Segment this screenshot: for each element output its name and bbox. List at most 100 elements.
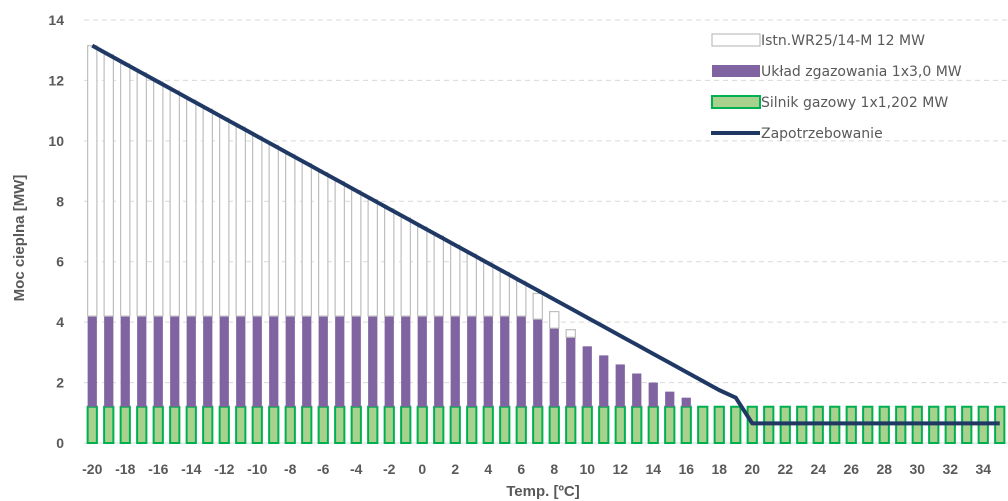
bar-segment-1 xyxy=(632,373,642,407)
bar-segment-0 xyxy=(367,405,379,444)
bar-segment-1 xyxy=(533,319,543,407)
bar-segment-1 xyxy=(186,316,196,407)
bar-segment-0 xyxy=(614,405,626,444)
bar-segment-0 xyxy=(581,405,593,444)
bar-segment-1 xyxy=(549,328,559,407)
bar-segment-2 xyxy=(516,280,527,317)
bar-segment-2 xyxy=(268,144,279,317)
x-tick-label: 2 xyxy=(451,461,459,477)
bar-segment-1 xyxy=(615,364,625,407)
x-tick-label: 22 xyxy=(777,461,793,477)
bar-segment-1 xyxy=(483,316,493,407)
bar-segment-2 xyxy=(153,81,164,317)
bar-segment-1 xyxy=(681,397,691,407)
bar-segment-1 xyxy=(219,316,229,407)
bar-segment-1 xyxy=(203,316,213,407)
bar-segment-2 xyxy=(136,72,147,317)
bar-segment-0 xyxy=(119,405,131,444)
bar-segment-2 xyxy=(235,126,246,317)
y-tick-label: 12 xyxy=(48,72,64,88)
bar-segment-0 xyxy=(251,405,263,444)
x-tick-label: 32 xyxy=(942,461,958,477)
bar-segment-0 xyxy=(218,405,230,444)
legend-item: Zapotrzebowanie xyxy=(711,126,883,142)
bar-segment-2 xyxy=(549,310,560,329)
bar-segment-0 xyxy=(400,405,412,444)
x-axis-title: Temp. [ºC] xyxy=(506,483,580,500)
bar-segment-0 xyxy=(565,405,577,444)
y-axis-title: Moc cieplna [MW] xyxy=(11,175,28,302)
x-tick-label: -12 xyxy=(214,461,234,477)
bar-segment-1 xyxy=(104,316,114,407)
bar-segment-2 xyxy=(532,292,543,320)
bar-segment-1 xyxy=(137,316,147,407)
x-tick-label: 0 xyxy=(418,461,426,477)
x-tick-label: 18 xyxy=(711,461,727,477)
bar-segment-2 xyxy=(466,253,477,317)
y-tick-label: 6 xyxy=(56,254,64,270)
x-tick-label: -14 xyxy=(181,461,201,477)
bar-segment-2 xyxy=(87,45,98,317)
bar-segment-0 xyxy=(466,405,478,444)
bar-segment-1 xyxy=(368,316,378,407)
bar-segment-2 xyxy=(483,262,494,317)
bar-segment-0 xyxy=(433,405,445,444)
bar-segment-0 xyxy=(202,405,214,444)
bar-segment-2 xyxy=(334,181,345,317)
bar-segment-0 xyxy=(631,405,643,444)
x-tick-label: -16 xyxy=(148,461,168,477)
bar-segment-1 xyxy=(335,316,345,407)
x-tick-label: 14 xyxy=(645,461,661,477)
bar-segment-1 xyxy=(500,316,510,407)
bar-segment-1 xyxy=(252,316,262,407)
x-tick-label: 12 xyxy=(612,461,628,477)
bar-segment-0 xyxy=(697,405,709,444)
y-tick-label: 4 xyxy=(56,314,64,330)
legend-label: Układ zgazowania 1x3,0 MW xyxy=(761,64,962,80)
bar-segment-0 xyxy=(334,405,346,444)
legend-item: Istn.WR25/14-M 12 MW xyxy=(711,33,925,49)
x-tick-label: -10 xyxy=(247,461,267,477)
bar-segment-2 xyxy=(565,329,576,338)
demand-line xyxy=(91,43,1000,426)
bar-segment-1 xyxy=(450,316,460,407)
legend-label: Silnik gazowy 1x1,202 MW xyxy=(761,95,948,111)
bar-segment-0 xyxy=(86,405,98,444)
bar-segment-2 xyxy=(351,190,362,317)
bar-segment-0 xyxy=(235,405,247,444)
bar-segment-1 xyxy=(318,316,328,407)
bar-segment-0 xyxy=(185,405,197,444)
x-tick-label: -4 xyxy=(350,461,363,477)
x-tick-label: -2 xyxy=(383,461,396,477)
legend-label: Istn.WR25/14-M 12 MW xyxy=(761,33,925,49)
x-tick-label: 26 xyxy=(843,461,859,477)
bar-segment-1 xyxy=(384,316,394,407)
y-tick-label: 14 xyxy=(48,12,64,28)
bar-segment-2 xyxy=(301,162,312,317)
bar-segment-1 xyxy=(665,391,675,407)
bar-segment-1 xyxy=(401,316,411,407)
bar-segment-1 xyxy=(566,337,576,407)
x-tick-label: -6 xyxy=(317,461,330,477)
bar-segment-2 xyxy=(433,235,444,317)
bar-segment-1 xyxy=(302,316,312,407)
x-tick-label: 28 xyxy=(876,461,892,477)
x-tick-label: -20 xyxy=(82,461,102,477)
x-tick-label: 4 xyxy=(484,461,492,477)
x-tick-label: 30 xyxy=(909,461,925,477)
bar-segment-2 xyxy=(417,226,428,317)
bar-segment-2 xyxy=(285,153,296,317)
legend-swatch xyxy=(711,95,761,109)
x-tick-label: 24 xyxy=(810,461,826,477)
x-tick-label: -18 xyxy=(115,461,135,477)
bar-segment-1 xyxy=(153,316,163,407)
bar-segment-2 xyxy=(318,171,329,317)
y-tick-label: 0 xyxy=(56,435,64,451)
bar-segment-0 xyxy=(515,405,527,444)
bar-segment-0 xyxy=(301,405,313,444)
bar-segment-0 xyxy=(449,405,461,444)
bar-segment-1 xyxy=(417,316,427,407)
bar-segment-0 xyxy=(647,405,659,444)
x-tick-label: -8 xyxy=(284,461,297,477)
